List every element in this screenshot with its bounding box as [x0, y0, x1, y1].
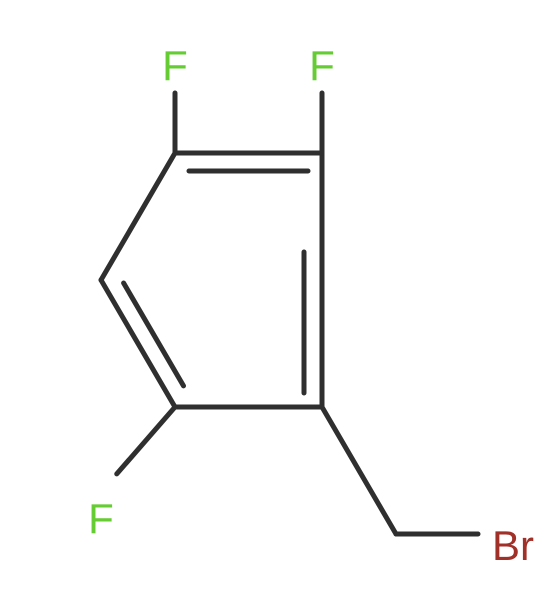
molecule-diagram: F F F Br — [0, 0, 552, 591]
atom-layer: F F F Br — [88, 42, 534, 569]
bond-layer — [101, 93, 478, 534]
atom-label-f: F — [309, 42, 335, 89]
atom-label-br: Br — [492, 522, 534, 569]
atom-label-f: F — [162, 42, 188, 89]
atom-label-f: F — [88, 495, 114, 542]
